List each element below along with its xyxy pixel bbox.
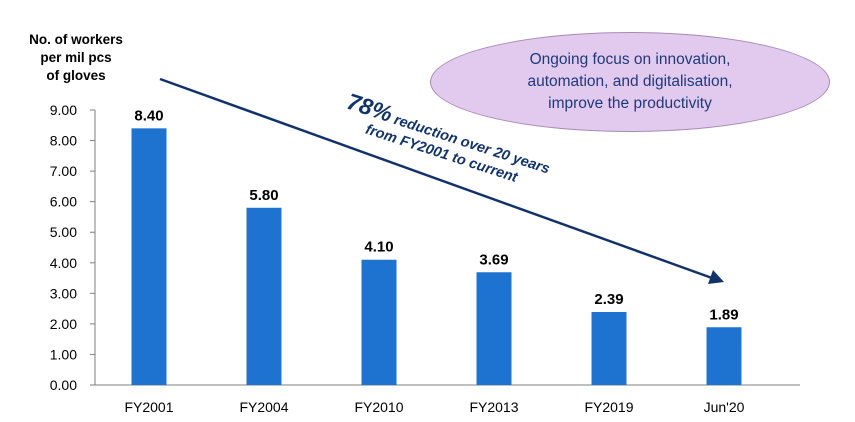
y-axis-label: No. of workers per mil pcs of gloves <box>6 31 146 85</box>
y-tick-label: 5.00 <box>50 224 77 240</box>
bar <box>706 327 742 385</box>
bars <box>131 128 742 386</box>
y-tick-label: 4.00 <box>50 255 77 271</box>
x-tick-label: FY2001 <box>124 399 173 415</box>
data-label: 8.40 <box>134 107 163 124</box>
trend-arrow-line <box>159 77 713 280</box>
data-label: 5.80 <box>249 187 278 204</box>
callout-text: Ongoing focus on innovation, automation,… <box>480 49 780 115</box>
x-tick-label: FY2013 <box>469 399 518 415</box>
trend-arrow <box>159 77 724 284</box>
y-tick-label: 6.00 <box>50 194 77 210</box>
x-tick-label: FY2004 <box>239 399 288 415</box>
y-tick-label: 0.00 <box>50 377 77 393</box>
y-tick-label: 3.00 <box>50 285 77 301</box>
callout-line: Ongoing focus on innovation, <box>529 51 731 68</box>
y-tick-label: 2.00 <box>50 316 77 332</box>
y-tick-label: 7.00 <box>50 163 77 179</box>
data-label: 1.89 <box>709 306 738 323</box>
y-axis-label-line: per mil pcs <box>40 50 112 65</box>
y-axis-label-line: of gloves <box>46 68 106 83</box>
bar <box>591 311 627 385</box>
x-tick-label: FY2010 <box>354 399 403 415</box>
bar <box>361 259 397 385</box>
callout-line: improve the productivity <box>548 95 712 112</box>
bar <box>476 272 512 385</box>
x-tick-label: Jun'20 <box>704 399 745 415</box>
callout-line: automation, and digitalisation, <box>527 73 733 90</box>
bar <box>246 207 282 385</box>
trend-arrow-head <box>708 270 724 284</box>
y-tick-label: 1.00 <box>50 346 77 362</box>
y-axis-label-line: No. of workers <box>29 32 123 47</box>
y-tick-label: 8.00 <box>50 133 77 149</box>
productivity-callout: Ongoing focus on innovation, automation,… <box>430 32 830 132</box>
data-label: 4.10 <box>364 239 393 256</box>
y-tick-label: 9.00 <box>50 102 77 118</box>
bar <box>131 128 167 386</box>
axes <box>90 109 800 386</box>
data-label: 3.69 <box>479 251 508 268</box>
data-label: 2.39 <box>594 291 623 308</box>
labels: 0.00 1.00 2.00 3.00 4.00 5.00 6.00 7.00 8.00 9.00… <box>50 102 745 415</box>
x-tick-label: FY2019 <box>584 399 633 415</box>
